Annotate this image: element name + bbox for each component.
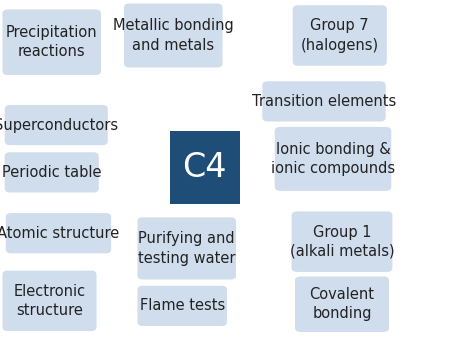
- Text: C4: C4: [183, 151, 227, 184]
- Text: Periodic table: Periodic table: [2, 165, 102, 180]
- Text: Precipitation
reactions: Precipitation reactions: [6, 25, 98, 59]
- FancyBboxPatch shape: [292, 5, 387, 66]
- Text: Electronic
structure: Electronic structure: [14, 284, 86, 318]
- FancyBboxPatch shape: [3, 9, 101, 75]
- FancyBboxPatch shape: [5, 105, 108, 145]
- FancyBboxPatch shape: [292, 212, 392, 272]
- FancyBboxPatch shape: [124, 3, 222, 68]
- Text: Ionic bonding &
ionic compounds: Ionic bonding & ionic compounds: [271, 142, 395, 176]
- FancyBboxPatch shape: [262, 81, 386, 122]
- Text: Group 1
(alkali metals): Group 1 (alkali metals): [290, 224, 394, 259]
- FancyBboxPatch shape: [170, 131, 239, 203]
- Text: Group 7
(halogens): Group 7 (halogens): [301, 18, 379, 53]
- FancyBboxPatch shape: [295, 276, 389, 332]
- Text: Transition elements: Transition elements: [252, 94, 396, 109]
- Text: Covalent
bonding: Covalent bonding: [310, 287, 374, 321]
- Text: Metallic bonding
and metals: Metallic bonding and metals: [113, 18, 234, 53]
- FancyBboxPatch shape: [6, 213, 111, 254]
- FancyBboxPatch shape: [3, 270, 96, 331]
- Text: Purifying and
testing water: Purifying and testing water: [138, 231, 235, 266]
- FancyBboxPatch shape: [138, 286, 227, 326]
- Text: Superconductors: Superconductors: [0, 118, 118, 132]
- Text: Atomic structure: Atomic structure: [0, 226, 120, 241]
- FancyBboxPatch shape: [5, 152, 99, 193]
- Text: Flame tests: Flame tests: [140, 298, 225, 313]
- FancyBboxPatch shape: [274, 127, 392, 191]
- FancyBboxPatch shape: [138, 217, 236, 280]
